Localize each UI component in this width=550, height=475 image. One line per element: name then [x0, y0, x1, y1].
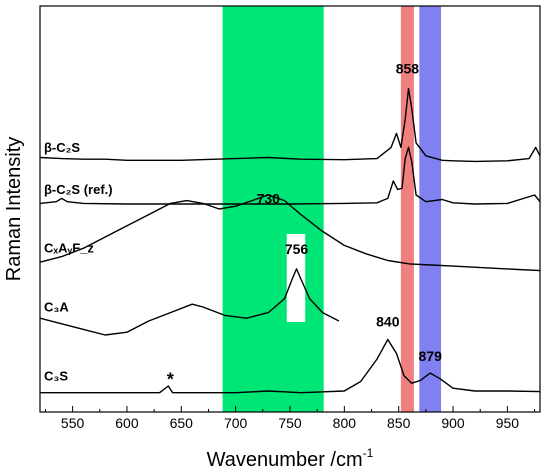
- x-tick-label: 650: [170, 415, 194, 431]
- white-mask: [286, 234, 306, 322]
- annotation-5: *: [167, 369, 174, 389]
- x-tick-label: 600: [115, 415, 139, 431]
- annotation-0: 858: [396, 60, 420, 76]
- x-tick-label: 950: [496, 415, 520, 431]
- x-tick-label: 700: [224, 415, 248, 431]
- x-tick-label: 750: [278, 415, 302, 431]
- x-ticks: 550 600 650 700 750 800 850 900 950: [44, 406, 536, 431]
- series-label-2: CₓAᵧF_z: [44, 241, 94, 256]
- x-tick-label: 550: [61, 415, 85, 431]
- series-labels: β-C₂S β-C₂S (ref.) CₓAᵧF_z C₃A C₃S: [44, 140, 113, 383]
- spectrum-line-4: [40, 338, 541, 394]
- peak-annotations: 858 730 756 840 879 *: [167, 60, 442, 389]
- spectra: [39, 87, 541, 394]
- x-axis-title: Wavenumber /cm-1: [207, 446, 374, 471]
- x-tick-label: 800: [333, 415, 357, 431]
- spectrum-line-3: [39, 268, 340, 336]
- annotation-3: 840: [376, 314, 400, 330]
- x-axis-title-text: Wavenumber /cm: [207, 449, 363, 471]
- y-axis-title: Raman Intensity: [3, 137, 25, 282]
- x-tick-label: 900: [441, 415, 465, 431]
- band-2: [419, 6, 442, 412]
- annotation-2: 756: [285, 241, 309, 257]
- annotation-4: 879: [419, 348, 443, 364]
- series-label-4: C₃S: [44, 368, 68, 383]
- spectrum-line-2: [39, 194, 541, 272]
- x-axis-title-sup: -1: [363, 446, 374, 460]
- annotation-1: 730: [257, 190, 281, 206]
- spectrum-line-0: [39, 87, 541, 163]
- spectrum-line-1: [39, 146, 541, 205]
- series-label-1: β-C₂S (ref.): [44, 182, 113, 197]
- series-label-0: β-C₂S: [44, 140, 80, 155]
- x-tick-label: 850: [387, 415, 411, 431]
- label-mask: [286, 234, 306, 322]
- highlight-bands: [222, 6, 442, 412]
- series-label-3: C₃A: [44, 299, 69, 314]
- band-0: [222, 6, 324, 412]
- band-1: [400, 6, 414, 412]
